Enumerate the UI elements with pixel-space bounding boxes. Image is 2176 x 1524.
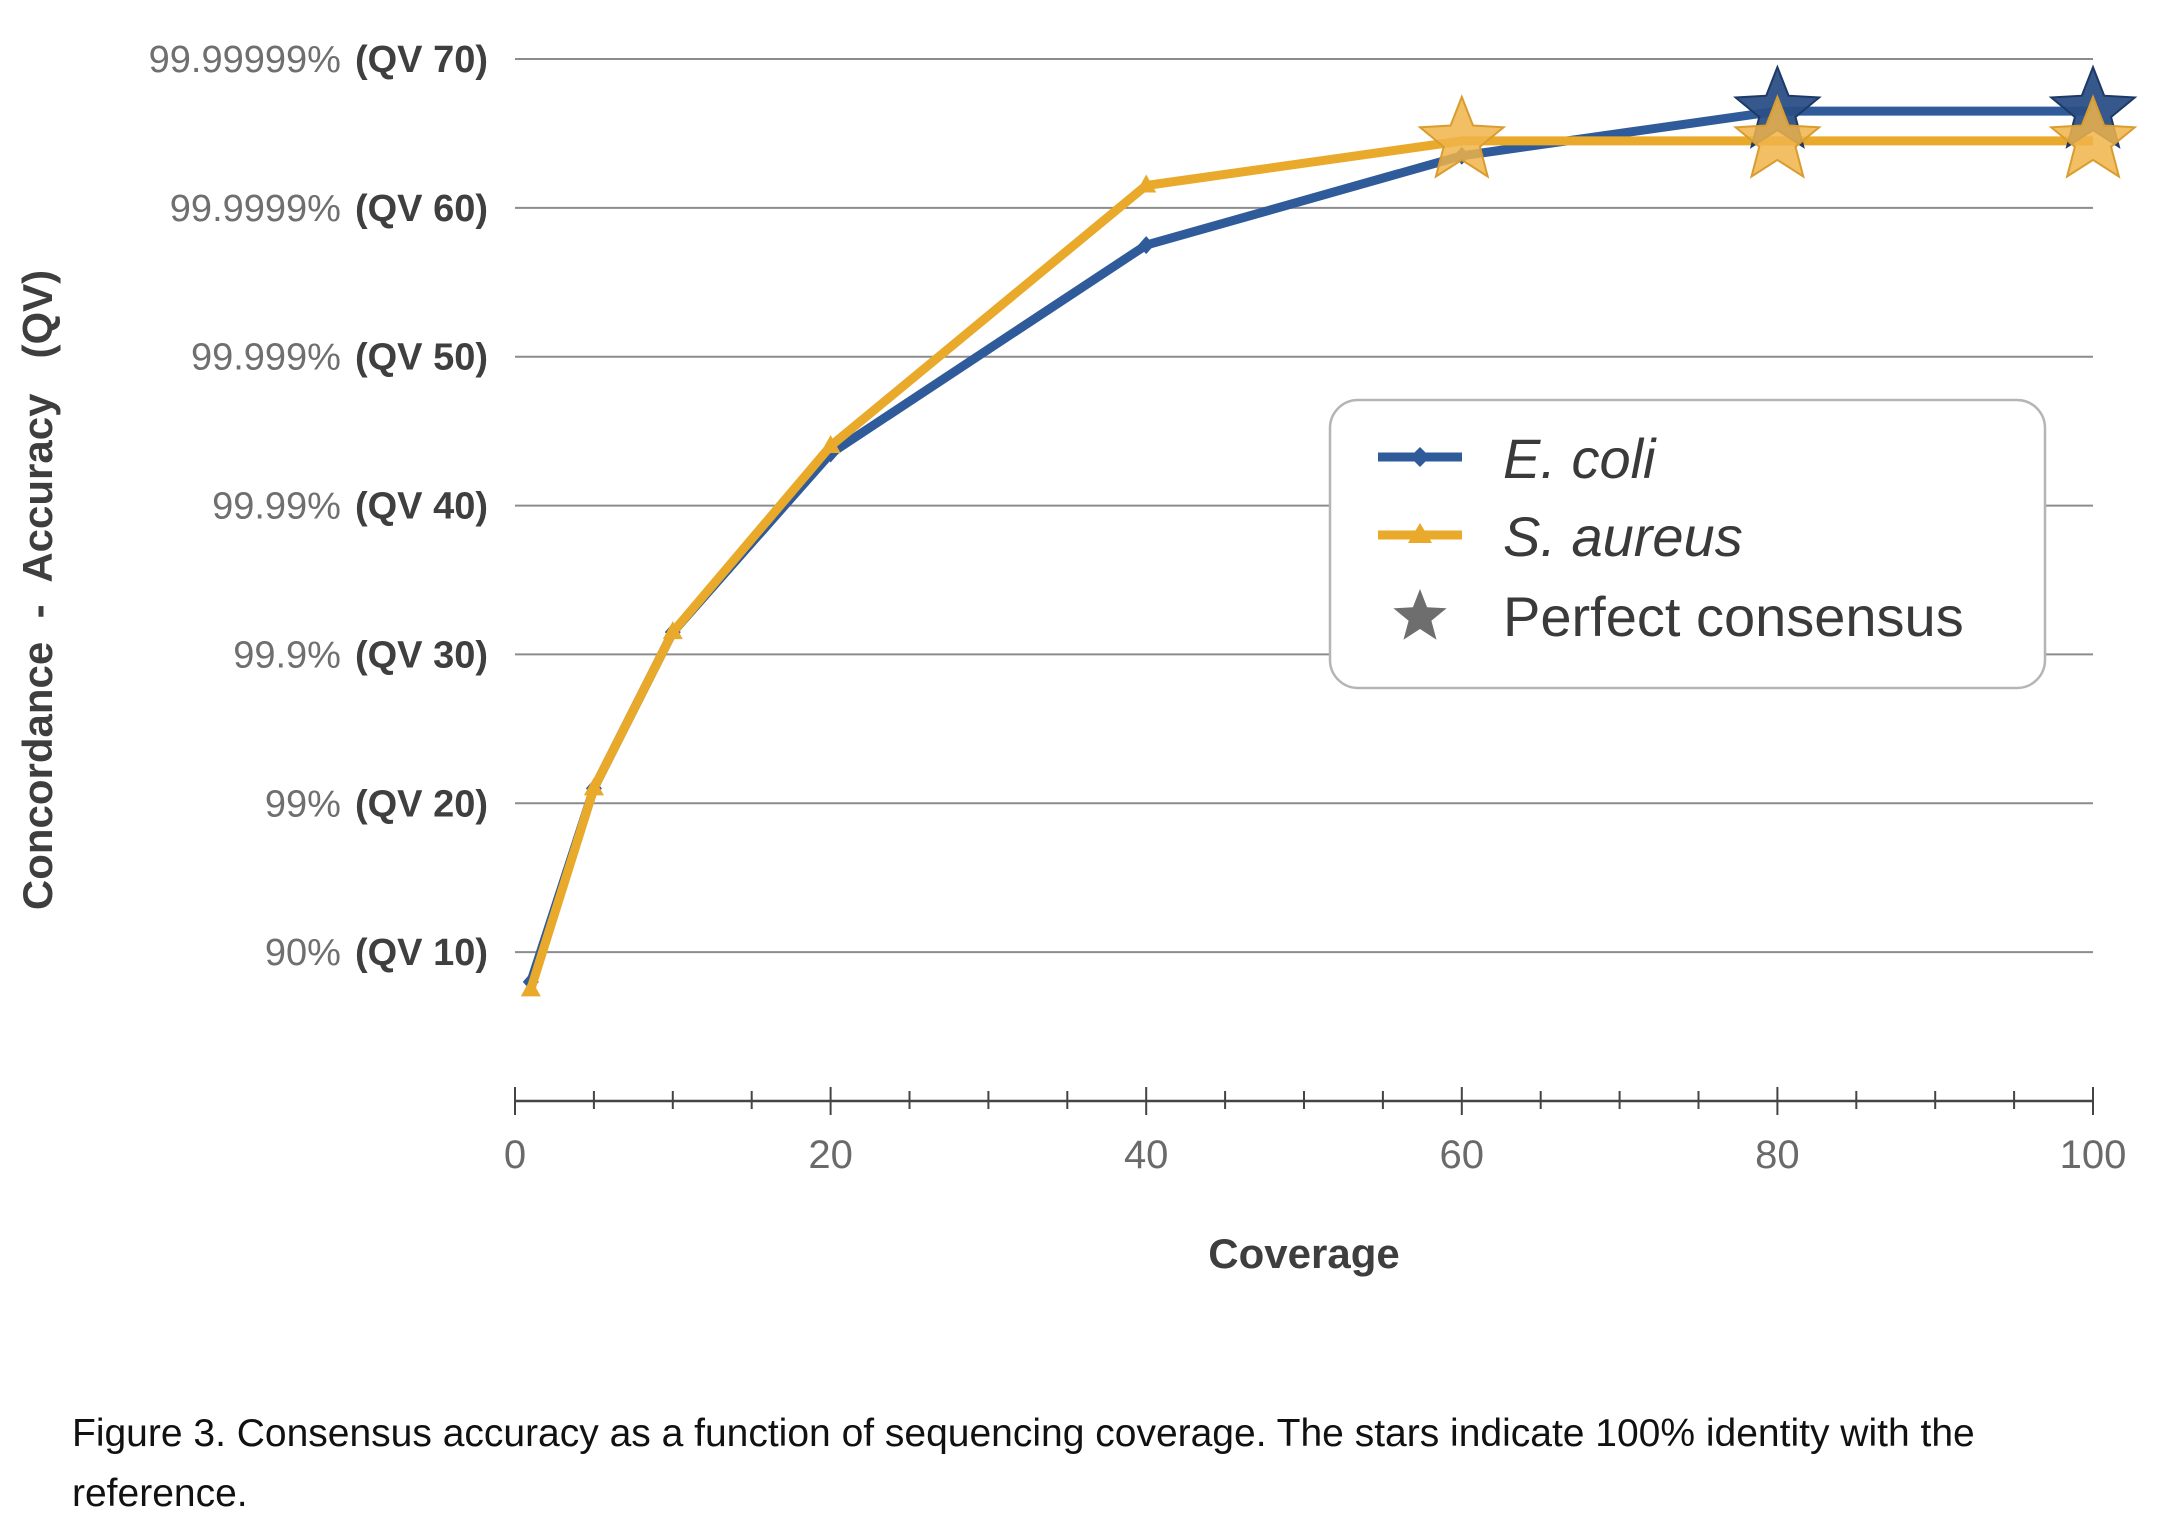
x-tick-label: 60 xyxy=(1440,1133,1485,1177)
data-point xyxy=(583,777,604,796)
y-tick-qv: (QV 40) xyxy=(355,486,488,528)
y-tick-label: 99.99999% (QV 70) xyxy=(149,39,488,81)
legend-triangle-marker xyxy=(1408,523,1432,543)
series-line xyxy=(526,136,2093,991)
y-tick-label: 99.9% (QV 30) xyxy=(233,634,488,676)
x-axis-title: Coverage xyxy=(1208,1230,1399,1277)
y-tick-label: 90% (QV 10) xyxy=(265,932,488,974)
series xyxy=(520,64,2138,997)
x-tick-label: 40 xyxy=(1124,1133,1169,1177)
data-point xyxy=(662,621,683,640)
y-tick-percent: 99.999% xyxy=(191,337,341,379)
data-point xyxy=(520,978,541,997)
y-tick-percent: 90% xyxy=(265,932,341,974)
y-tick-label: 99.999% (QV 50) xyxy=(191,337,488,379)
x-tick-label: 100 xyxy=(2060,1133,2127,1177)
y-tick-percent: 99.99999% xyxy=(149,39,341,81)
y-tick-qv: (QV 70) xyxy=(355,39,488,81)
y-tick-qv: (QV 60) xyxy=(355,188,488,230)
perfect-consensus-star xyxy=(1417,94,1507,179)
y-tick-label: 99.99% (QV 40) xyxy=(212,486,488,528)
y-tick-percent: 99.99% xyxy=(212,486,341,528)
legend-entry: S. aureus xyxy=(1378,505,1743,568)
data-point xyxy=(1138,236,1155,255)
legend-label: E. coli xyxy=(1503,427,1657,490)
y-tick-label: 99.9999% (QV 60) xyxy=(170,188,488,230)
x-tick-label: 20 xyxy=(808,1133,853,1177)
data-point xyxy=(1136,174,1157,193)
perfect-consensus-star xyxy=(1732,94,1822,179)
data-point xyxy=(820,435,841,454)
y-tick-percent: 99% xyxy=(265,783,341,825)
y-tick-qv: (QV 10) xyxy=(355,932,488,974)
legend-star-marker xyxy=(1393,589,1447,640)
y-tick-qv: (QV 50) xyxy=(355,337,488,379)
x-tick-label: 80 xyxy=(1755,1133,1800,1177)
legend-entry: E. coli xyxy=(1378,427,1657,490)
x-tick-label: 0 xyxy=(504,1133,526,1177)
perfect-consensus-star xyxy=(2048,94,2138,179)
figure-caption: Figure 3. Consensus accuracy as a functi… xyxy=(72,1412,1975,1515)
legend-box xyxy=(1328,398,2047,690)
legend: E. coli S. aureus Perfect consensus xyxy=(1328,398,2047,690)
y-tick-label: 99% (QV 20) xyxy=(265,783,488,825)
y-axis: 90% (QV 10) 99% (QV 20) 99.9% (QV 30) 99.99% (Q… xyxy=(149,39,488,974)
y-tick-percent: 99.9% xyxy=(233,634,341,676)
y-tick-percent: 99.9999% xyxy=(170,188,341,230)
y-tick-qv: (QV 20) xyxy=(355,783,488,825)
y-axis-title: Concordance - Accuracy (QV) xyxy=(14,270,61,910)
legend-diamond-marker xyxy=(1410,447,1430,467)
legend-label: S. aureus xyxy=(1503,505,1743,568)
y-tick-qv: (QV 30) xyxy=(355,634,488,676)
series-s-aureus xyxy=(520,136,2093,997)
legend-label: Perfect consensus xyxy=(1503,585,1964,648)
legend-entry: Perfect consensus xyxy=(1393,585,1964,648)
x-axis: 0 20 40 60 80 100 xyxy=(504,1087,2127,1177)
